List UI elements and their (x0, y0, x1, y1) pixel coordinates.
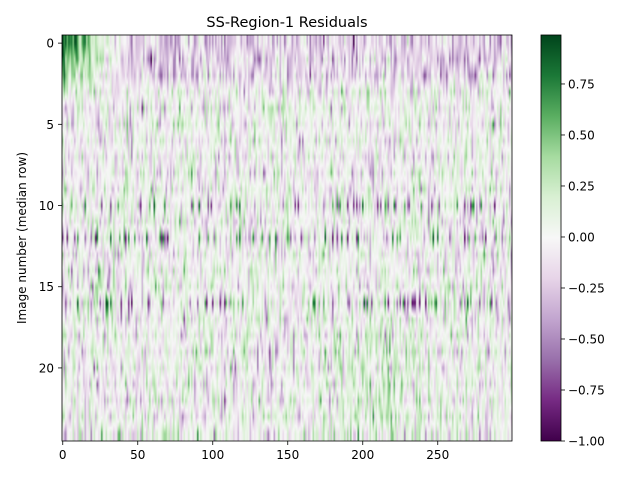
y-tick-label: 0 (46, 37, 54, 51)
x-tick-label: 200 (351, 448, 374, 462)
heatmap (61, 34, 513, 442)
chart-title: SS-Region-1 Residuals (206, 15, 367, 31)
colorbar-tick-label: −0.25 (568, 281, 605, 295)
x-tick-label: 150 (276, 448, 299, 462)
y-tick-label: 15 (39, 280, 54, 294)
colorbar-tick-label: −0.50 (568, 332, 605, 346)
colorbar-tick-label: −1.00 (568, 435, 605, 449)
plot-frame (61, 34, 513, 442)
colorbar-tick-label: 0.50 (568, 128, 595, 142)
x-tick-label: 0 (59, 448, 67, 462)
y-tick-label: 10 (39, 199, 54, 213)
x-axis: 0 50 100 150 200 250 (59, 441, 449, 462)
x-tick-label: 50 (130, 448, 145, 462)
colorbar-tick-label: 0.25 (568, 179, 595, 193)
colorbar-tick-label: −0.75 (568, 383, 605, 397)
colorbar-ticks: −1.00 −0.75 −0.50 −0.25 0.00 0.25 0.50 0.75 (561, 77, 605, 449)
y-axis: 0 5 10 15 20 (39, 37, 62, 375)
y-tick-label: 20 (39, 361, 54, 375)
y-tick-label: 5 (46, 118, 54, 132)
heatmap-image (62, 35, 512, 441)
colorbar-tick-label: 0.75 (568, 77, 595, 91)
colorbar-frame (540, 34, 562, 442)
y-axis-label: Image number (median row) (15, 152, 29, 324)
colorbar-gradient (541, 35, 561, 441)
x-tick-label: 100 (201, 448, 224, 462)
colorbar-tick-label: 0.00 (568, 230, 595, 244)
colorbar: −1.00 −0.75 −0.50 −0.25 0.00 0.25 0.50 0.75 (540, 34, 605, 449)
x-tick-label: 250 (426, 448, 449, 462)
